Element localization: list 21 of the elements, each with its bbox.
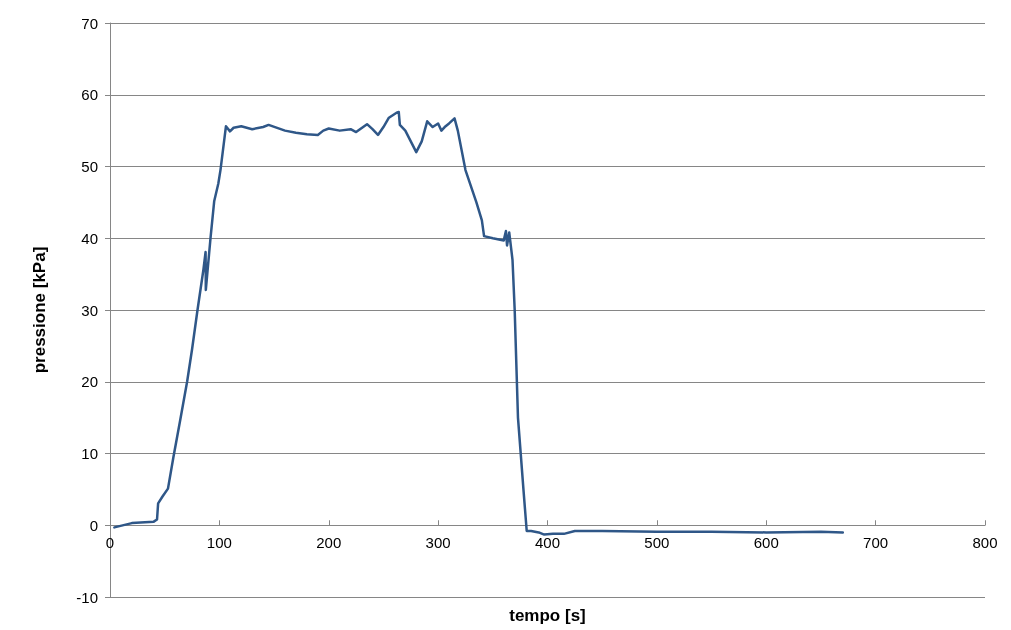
y-tick-label: 50 [81, 158, 98, 175]
x-tick-label: 100 [206, 534, 232, 552]
x-tick-label: 700 [863, 534, 889, 552]
x-tick-label: 600 [753, 534, 779, 552]
x-tick-label: 500 [644, 534, 670, 552]
y-tick-label: 60 [81, 86, 98, 104]
y-tick-label: 0 [89, 516, 98, 534]
y-tick-label: 70 [81, 14, 98, 32]
x-axis-title: tempo [s] [509, 606, 586, 626]
x-tick-label: 0 [105, 534, 115, 552]
y-tick-label: -10 [76, 588, 98, 606]
y-tick-label: 30 [81, 301, 98, 319]
x-tick-label: 800 [972, 534, 998, 552]
x-tick-label: 200 [316, 534, 342, 552]
y-tick-label: 10 [81, 445, 98, 462]
line-series [113, 110, 845, 536]
x-tick-label: 400 [534, 534, 561, 552]
y-axis-title: pressione [kPa] [30, 246, 49, 374]
x-tick-label: 300 [425, 534, 451, 552]
y-tick-label: 40 [81, 229, 98, 247]
y-tick-label: 20 [81, 373, 98, 391]
